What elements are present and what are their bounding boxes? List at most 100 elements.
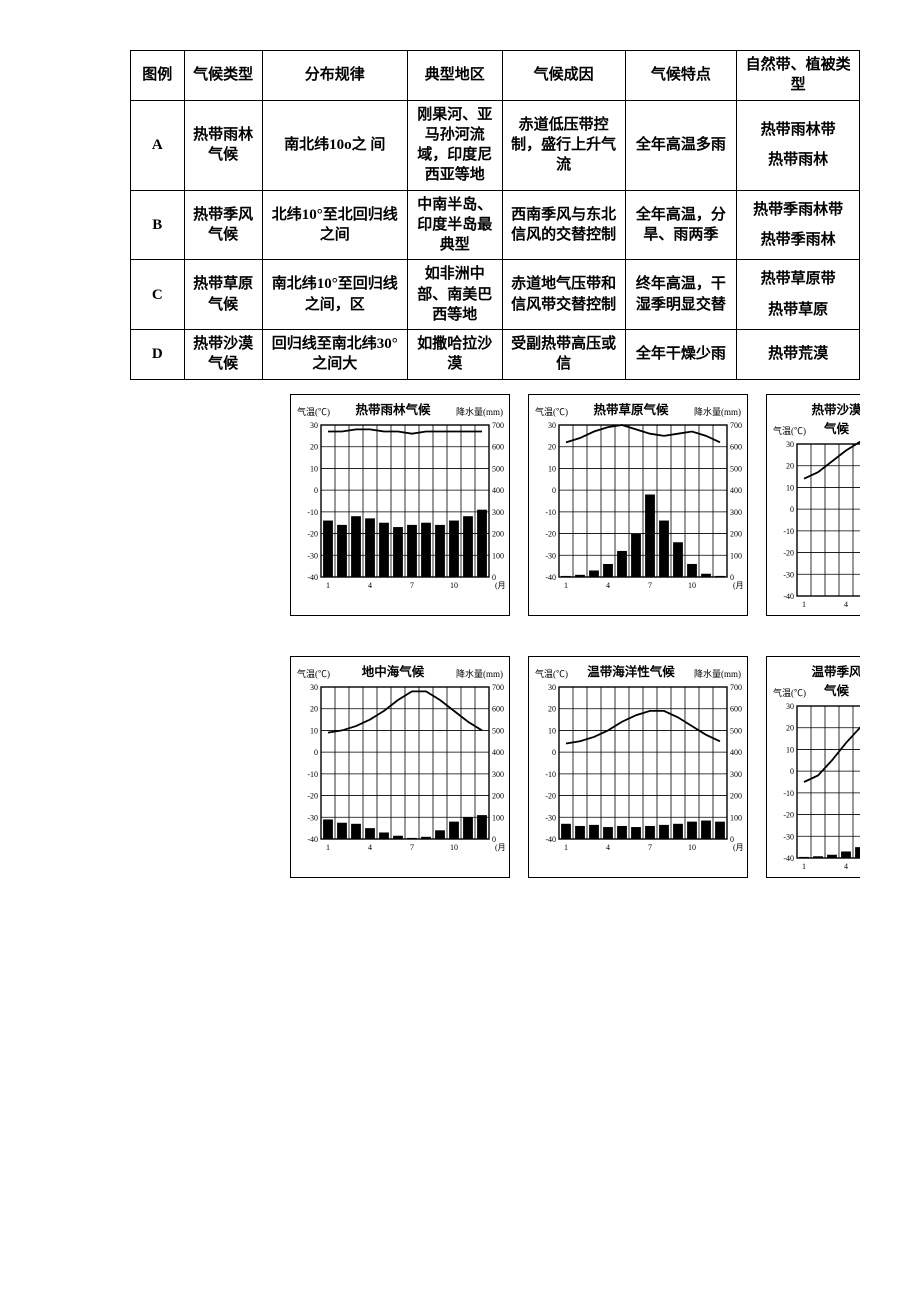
chart-plot: 3070020600105000400-10300-20200-30100-40… xyxy=(533,681,743,856)
svg-text:-10: -10 xyxy=(545,769,556,778)
climate-table: 图例 气候类型 分布规律 典型地区 气候成因 气候特点 自然带、植被类型 A热带… xyxy=(130,50,860,380)
svg-text:-20: -20 xyxy=(545,791,556,800)
svg-text:4: 4 xyxy=(368,581,372,590)
climate-chart: 气温(℃)温带季风气候降水量(mm)3070020600105000400-10… xyxy=(766,656,860,878)
chart-row-2: 气温(℃)地中海气候降水量(mm)3070020600105000400-103… xyxy=(290,656,860,878)
svg-text:20: 20 xyxy=(548,704,556,713)
svg-text:20: 20 xyxy=(548,442,556,451)
svg-text:-30: -30 xyxy=(783,570,794,579)
climate-chart: 气温(℃)热带草原气候降水量(mm)3070020600105000400-10… xyxy=(528,394,748,616)
svg-text:10: 10 xyxy=(786,483,794,492)
table-row: A热带雨林气候南北纬10o之 间刚果河、亚马孙河流域，印度尼西亚等地赤道低压带控… xyxy=(131,100,860,190)
svg-text:500: 500 xyxy=(730,726,742,735)
svg-text:600: 600 xyxy=(492,704,504,713)
svg-text:7: 7 xyxy=(410,581,414,590)
svg-text:700: 700 xyxy=(492,683,504,692)
chart-title: 温带海洋性气候 xyxy=(568,661,694,680)
svg-text:4: 4 xyxy=(844,600,848,609)
svg-text:7: 7 xyxy=(410,843,414,852)
svg-text:20: 20 xyxy=(310,704,318,713)
chart-plot: 3070020600105000400-10300-20200-30100-40… xyxy=(295,681,505,856)
svg-text:1: 1 xyxy=(326,581,330,590)
svg-text:10: 10 xyxy=(548,464,556,473)
climate-chart: 气温(℃)地中海气候降水量(mm)3070020600105000400-103… xyxy=(290,656,510,878)
temp-axis-label: 气温(℃) xyxy=(535,667,568,680)
svg-text:-40: -40 xyxy=(307,573,318,582)
svg-text:200: 200 xyxy=(492,791,504,800)
biome-cell: 热带季雨林带热带季雨林 xyxy=(737,190,860,260)
th-dist: 分布规律 xyxy=(262,51,407,101)
svg-text:1: 1 xyxy=(564,581,568,590)
svg-text:4: 4 xyxy=(606,843,610,852)
svg-text:100: 100 xyxy=(730,813,742,822)
table-cell: 赤道地气压带和信风带交替控制 xyxy=(502,260,625,330)
svg-text:10: 10 xyxy=(688,581,696,590)
biome-cell: 热带雨林带热带雨林 xyxy=(737,100,860,190)
svg-text:500: 500 xyxy=(492,726,504,735)
table-cell: 回归线至南北纬30°之间大 xyxy=(262,330,407,380)
temp-axis-label: 气温(℃) xyxy=(297,667,330,680)
svg-text:200: 200 xyxy=(492,529,504,538)
chart-title: 热带草原气候 xyxy=(568,399,694,418)
svg-text:1: 1 xyxy=(802,862,806,871)
biome-cell: 热带荒漠 xyxy=(737,330,860,380)
svg-text:300: 300 xyxy=(492,507,504,516)
svg-text:300: 300 xyxy=(730,769,742,778)
table-cell: B xyxy=(131,190,185,260)
svg-text:10: 10 xyxy=(688,843,696,852)
table-cell: 受副热带高压或信 xyxy=(502,330,625,380)
svg-text:400: 400 xyxy=(730,748,742,757)
temp-axis-label: 气温(℃) xyxy=(535,405,568,418)
svg-text:400: 400 xyxy=(730,486,742,495)
table-cell: 热带草原气候 xyxy=(184,260,262,330)
svg-text:0: 0 xyxy=(314,748,318,757)
svg-text:1: 1 xyxy=(564,843,568,852)
table-cell: D xyxy=(131,330,185,380)
svg-text:4: 4 xyxy=(368,843,372,852)
climate-chart: 气温(℃)温带海洋性气候降水量(mm)3070020600105000400-1… xyxy=(528,656,748,878)
svg-text:-30: -30 xyxy=(307,551,318,560)
svg-text:500: 500 xyxy=(492,464,504,473)
chart-plot: 3070020600105000400-10300-20200-30100-40… xyxy=(771,700,860,875)
svg-text:10: 10 xyxy=(450,843,458,852)
svg-text:-20: -20 xyxy=(307,529,318,538)
climate-chart: 气温(℃)热带沙漠气候降水量(mm)3070020600105000400-10… xyxy=(766,394,860,616)
table-cell: 热带雨林气候 xyxy=(184,100,262,190)
temp-axis-label: 气温(℃) xyxy=(773,686,806,699)
svg-text:0: 0 xyxy=(552,486,556,495)
svg-text:600: 600 xyxy=(730,442,742,451)
biome-cell: 热带草原带热带草原 xyxy=(737,260,860,330)
th-region: 典型地区 xyxy=(407,51,502,101)
temp-axis-label: 气温(℃) xyxy=(297,405,330,418)
svg-text:300: 300 xyxy=(492,769,504,778)
svg-text:-30: -30 xyxy=(783,832,794,841)
svg-text:1: 1 xyxy=(802,600,806,609)
th-cause: 气候成因 xyxy=(502,51,625,101)
table-cell: 热带沙漠气候 xyxy=(184,330,262,380)
svg-text:30: 30 xyxy=(786,440,794,449)
chart-row-1: 气温(℃)热带雨林气候降水量(mm)3070020600105000400-10… xyxy=(290,394,860,616)
table-row: B热带季风气候北纬10°至北回归线之间中南半岛、印度半岛最典型西南季风与东北信风… xyxy=(131,190,860,260)
chart-plot: 3070020600105000400-10300-20200-30100-40… xyxy=(295,419,505,594)
table-cell: 如撒哈拉沙漠 xyxy=(407,330,502,380)
svg-text:30: 30 xyxy=(310,421,318,430)
svg-text:700: 700 xyxy=(730,683,742,692)
table-cell: 热带季风气候 xyxy=(184,190,262,260)
svg-text:500: 500 xyxy=(730,464,742,473)
svg-text:-40: -40 xyxy=(783,592,794,601)
svg-text:20: 20 xyxy=(310,442,318,451)
charts-area: 气温(℃)热带雨林气候降水量(mm)3070020600105000400-10… xyxy=(130,394,860,900)
table-row: C热带草原气候南北纬10°至回归线之间，区如非洲中部、南美巴西等地赤道地气压带和… xyxy=(131,260,860,330)
chart-plot: 3070020600105000400-10300-20200-30100-40… xyxy=(771,438,860,613)
precip-axis-label: 降水量(mm) xyxy=(694,667,741,680)
svg-text:400: 400 xyxy=(492,486,504,495)
chart-title: 地中海气候 xyxy=(330,661,456,680)
svg-text:-30: -30 xyxy=(545,551,556,560)
table-cell: A xyxy=(131,100,185,190)
svg-text:-20: -20 xyxy=(545,529,556,538)
svg-text:600: 600 xyxy=(730,704,742,713)
svg-text:700: 700 xyxy=(730,421,742,430)
chart-title: 热带雨林气候 xyxy=(330,399,456,418)
svg-text:20: 20 xyxy=(786,723,794,732)
table-cell: 全年高温，分旱、雨两季 xyxy=(625,190,737,260)
